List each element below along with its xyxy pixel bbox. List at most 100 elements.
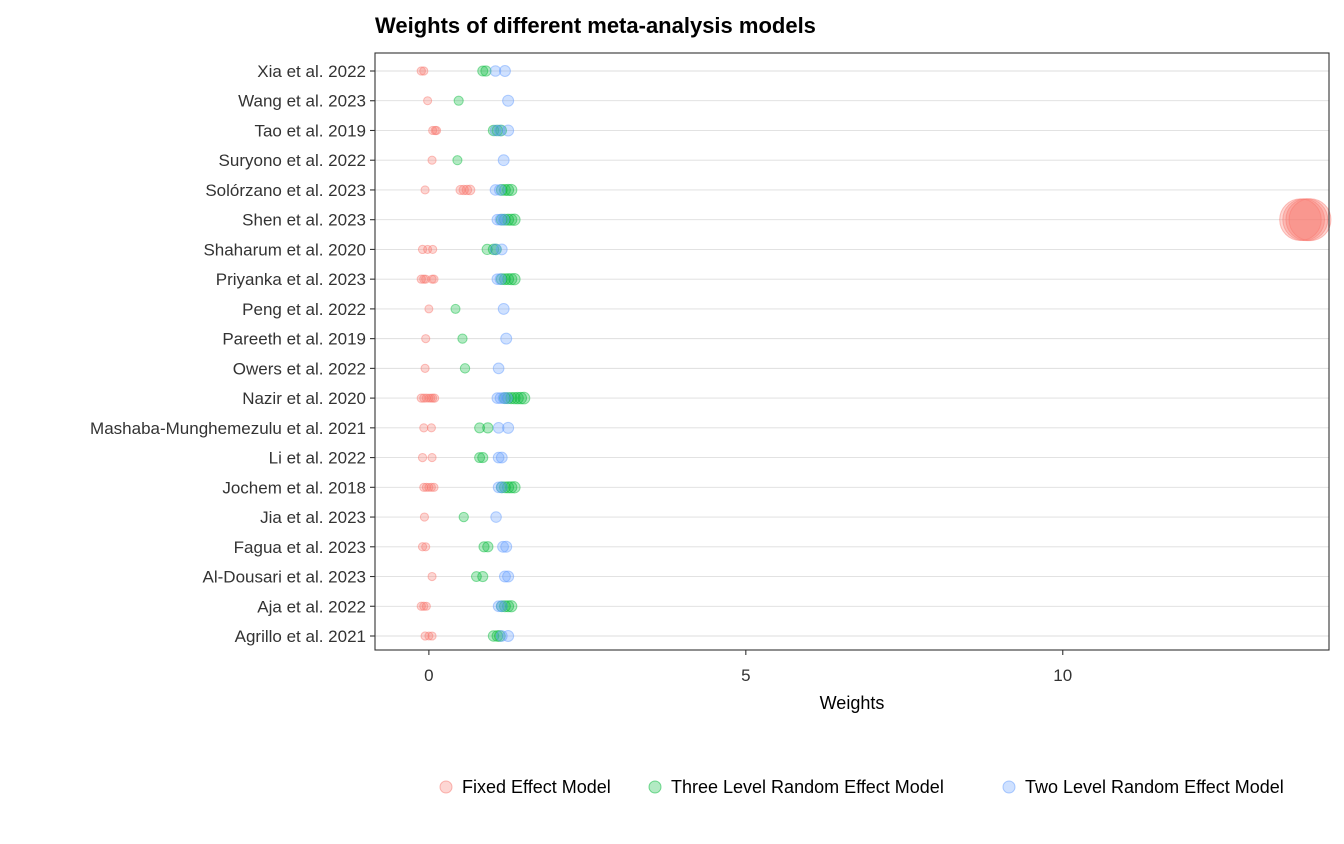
plot-border — [374, 52, 1330, 651]
point-fixed — [427, 155, 437, 165]
y-tick-label: Mashaba-Munghemezulu et al. 2021 — [90, 419, 366, 438]
gridlines — [375, 70, 1329, 637]
point-fixed — [429, 393, 440, 403]
point-two-level — [498, 570, 511, 583]
point-three-level — [502, 273, 515, 286]
point-fixed — [428, 125, 438, 136]
point-fixed — [417, 542, 428, 552]
point-three-level — [508, 481, 521, 494]
point-fixed — [421, 482, 431, 492]
y-tick-label: Fagua et al. 2023 — [234, 538, 366, 557]
point-two-level — [495, 600, 508, 613]
point-three-level — [517, 391, 531, 405]
y-tick-label: Wang et al. 2023 — [238, 92, 366, 111]
point-three-level — [495, 213, 508, 226]
point-fixed — [430, 125, 440, 136]
point-three-level — [481, 243, 493, 256]
point-fixed — [421, 274, 431, 284]
y-tick-label: Li et al. 2022 — [269, 449, 366, 468]
point-three-level — [482, 541, 494, 553]
point-three-level — [498, 600, 511, 613]
point-fixed — [421, 393, 431, 403]
y-tick-label: Jochem et al. 2018 — [222, 478, 366, 497]
point-three-level — [478, 541, 490, 553]
y-tick-label: Agrillo et al. 2021 — [235, 627, 366, 646]
y-tick-label: Shen et al. 2023 — [242, 211, 366, 230]
point-three-level — [480, 65, 492, 77]
point-fixed — [426, 393, 436, 403]
point-fixed — [428, 244, 438, 254]
point-three-level — [498, 481, 511, 494]
point-three-level — [487, 630, 500, 642]
point-fixed — [424, 482, 434, 492]
chart-title: Weights of different meta-analysis model… — [375, 13, 816, 38]
point-three-level — [495, 124, 508, 137]
point-three-level — [471, 571, 482, 582]
point-fixed — [417, 244, 428, 255]
point-fixed — [431, 125, 442, 136]
point-two-level — [502, 94, 515, 107]
plot-panel — [375, 53, 1329, 650]
data-points — [416, 65, 1332, 643]
y-tick-label: Al-Dousari et al. 2023 — [203, 568, 366, 587]
point-fixed — [426, 482, 436, 492]
point-two-level — [502, 570, 515, 583]
point-two-level — [494, 273, 507, 286]
point-fixed — [420, 185, 430, 195]
point-two-level — [498, 65, 511, 77]
y-axis: Xia et al. 2022 Wang et al. 2023 Tao et al… — [90, 62, 375, 646]
point-three-level — [491, 124, 504, 137]
point-two-level — [500, 332, 513, 345]
point-three-level — [495, 184, 508, 196]
point-fixed — [420, 631, 430, 641]
point-two-level — [489, 243, 502, 256]
point-two-level — [490, 511, 502, 523]
point-three-level — [498, 273, 511, 286]
point-two-level — [495, 243, 508, 256]
x-axis: 0 5 10 — [424, 650, 1072, 685]
point-two-level — [500, 540, 513, 553]
point-three-level — [458, 511, 469, 523]
point-two-level — [497, 540, 509, 553]
point-three-level — [508, 213, 521, 226]
point-fixed — [417, 452, 428, 463]
legend-label: Fixed Effect Model — [462, 777, 611, 797]
point-three-level — [452, 155, 463, 166]
x-axis-label: Weights — [820, 693, 885, 713]
point-two-level — [495, 451, 508, 464]
point-fixed — [1282, 198, 1325, 242]
point-fixed — [421, 334, 431, 344]
point-fixed — [419, 512, 430, 522]
point-fixed — [420, 363, 430, 373]
point-two-level — [492, 422, 505, 434]
point-two-level — [497, 213, 510, 226]
point-fixed — [419, 423, 429, 433]
point-fixed — [427, 631, 437, 641]
point-two-level — [494, 392, 507, 404]
point-two-level — [492, 451, 505, 464]
point-three-level — [498, 183, 511, 196]
x-tick-label: 5 — [741, 666, 750, 685]
legend-label: Two Level Random Effect Model — [1025, 777, 1284, 797]
point-fixed — [427, 571, 437, 582]
point-three-level — [474, 452, 486, 464]
point-three-level — [477, 570, 489, 583]
point-three-level — [498, 213, 511, 226]
point-two-level — [500, 392, 513, 405]
point-three-level — [505, 392, 518, 405]
point-fixed — [424, 631, 434, 641]
legend-key — [439, 780, 453, 794]
point-three-level — [505, 600, 518, 613]
point-three-level — [508, 273, 521, 286]
point-two-level — [491, 273, 504, 285]
point-two-level — [494, 213, 507, 226]
point-fixed — [455, 184, 466, 196]
point-fixed — [423, 96, 433, 106]
point-fixed — [429, 482, 439, 492]
point-three-level — [450, 303, 461, 314]
point-two-level — [489, 184, 502, 196]
point-fixed — [427, 453, 437, 463]
point-two-level — [489, 124, 502, 137]
legend-key — [648, 780, 662, 794]
